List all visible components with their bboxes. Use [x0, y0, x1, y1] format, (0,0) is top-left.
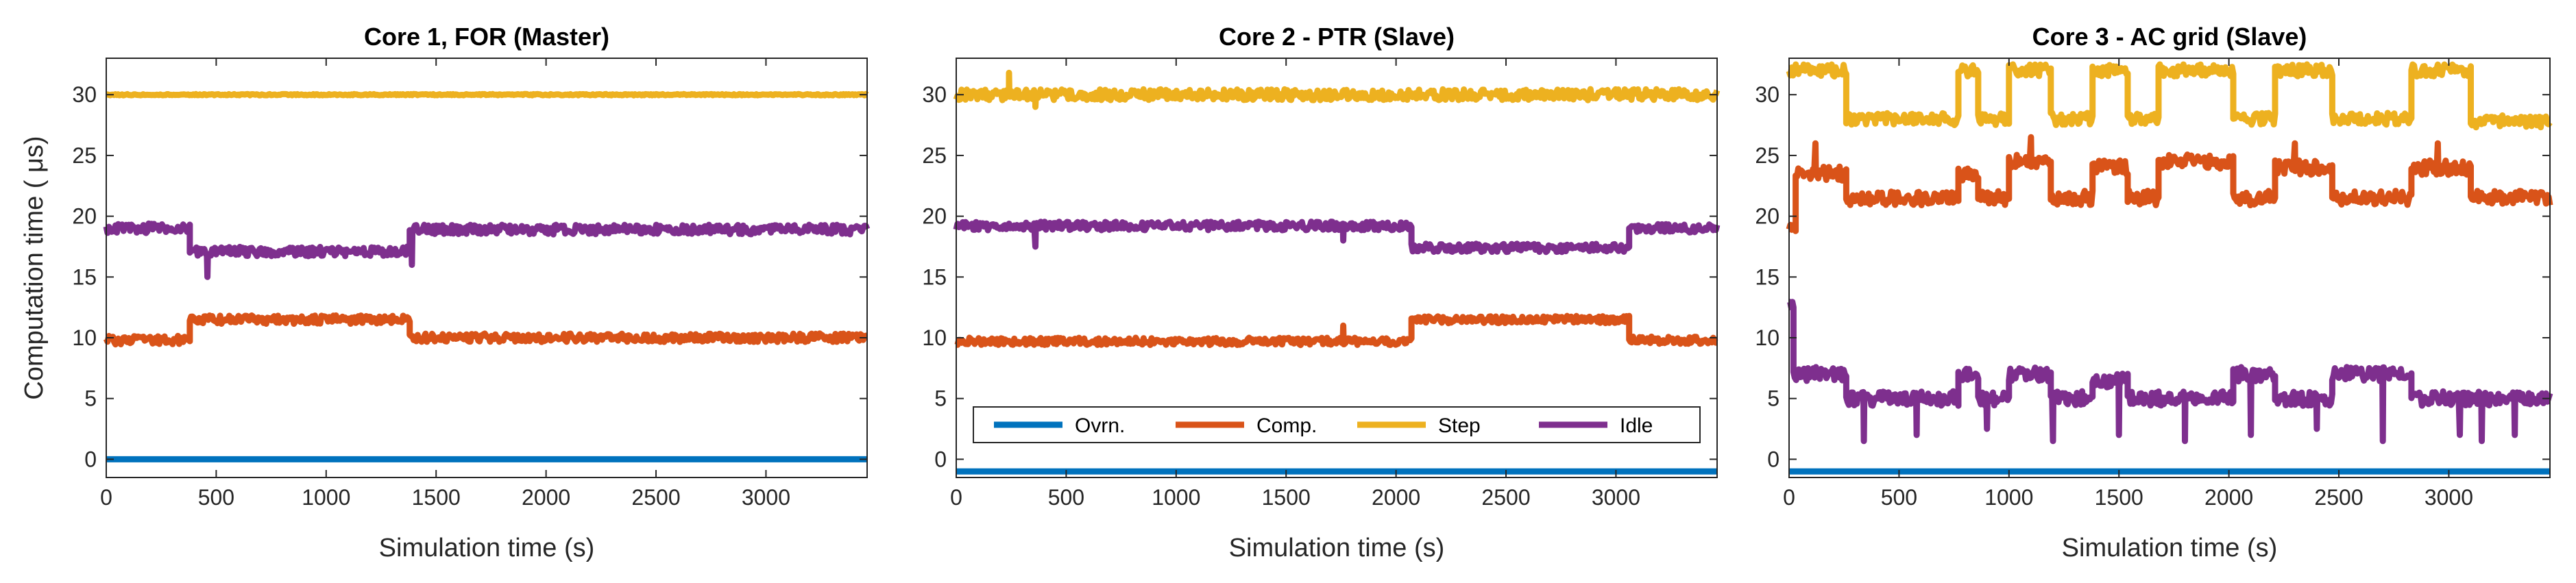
- p3-xtick-label-0: 0: [1783, 485, 1795, 510]
- p3-xtick-label-2000: 2000: [2204, 485, 2253, 510]
- panel-1-plot-area: [106, 58, 867, 477]
- p2-ytick-label-5: 5: [934, 386, 947, 411]
- panel-2-ticks: 0 500 1000 1500 2000 2500 3000 0 5 10 15 20 25 30: [922, 58, 1717, 510]
- p3-series-comp: [1786, 134, 2553, 234]
- p2-ytick-label-15: 15: [922, 264, 947, 289]
- panel-3-xlabel: Simulation time (s): [2062, 534, 2278, 562]
- p1-xtick-label-2500: 2500: [631, 485, 680, 510]
- panel-2-axes-box: [956, 58, 1718, 478]
- p3-xtick-label-1000: 1000: [1984, 485, 2033, 510]
- panel-core-2: Core 2 - PTR (Slave) Ovrn. Comp. Step Idle …: [922, 23, 1721, 562]
- panel-3-title: Core 3 - AC grid (Slave): [2032, 23, 2307, 51]
- panel-3-series: [1786, 61, 2553, 475]
- p2-ytick-label-10: 10: [922, 325, 947, 350]
- p2-xtick-label-2000: 2000: [1372, 485, 1420, 510]
- p1-xtick-label-2000: 2000: [522, 485, 570, 510]
- p2-series-step: [953, 69, 1721, 110]
- p2-xtick-label-1000: 1000: [1152, 485, 1200, 510]
- p1-series-comp: [103, 312, 869, 348]
- p1-xtick-label-0: 0: [100, 485, 112, 510]
- p1-ytick-label-30: 30: [72, 82, 97, 107]
- panel-1-title: Core 1, FOR (Master): [364, 23, 609, 51]
- p2-series-idle: [953, 219, 1721, 256]
- p2-legend-label-comp: Comp.: [1256, 414, 1317, 437]
- p3-ytick-label-30: 30: [1755, 82, 1779, 107]
- panel-1-series: [103, 90, 871, 462]
- p3-ytick-label-25: 25: [1755, 143, 1779, 168]
- p1-ytick-label-5: 5: [84, 386, 97, 411]
- panel-1-xlabel: Simulation time (s): [379, 534, 595, 562]
- panel-1-ylabel: Computation time ( μs): [20, 136, 49, 399]
- p2-xtick-label-3000: 3000: [1592, 485, 1640, 510]
- p1-series-idle: [103, 220, 871, 280]
- p1-series-step: [104, 90, 869, 99]
- panel-2-title: Core 2 - PTR (Slave): [1219, 23, 1455, 51]
- p2-ytick-label-20: 20: [922, 204, 947, 229]
- p3-ytick-label-15: 15: [1755, 264, 1779, 289]
- p2-xtick-label-2500: 2500: [1481, 485, 1530, 510]
- panel-3-ticks: 0 500 1000 1500 2000 2500 3000 0 5 10 15 20 25 30: [1755, 58, 2550, 510]
- p3-xtick-label-500: 500: [1881, 485, 1917, 510]
- p2-legend-label-idle: Idle: [1620, 414, 1653, 437]
- p3-xtick-label-2500: 2500: [2314, 485, 2363, 510]
- p3-series-idle: [1787, 299, 2553, 445]
- p3-ytick-label-5: 5: [1767, 386, 1779, 411]
- panel-core-1: Core 1, FOR (Master) 0 500 1000 1500 2000 250…: [20, 23, 871, 562]
- p1-ytick-label-15: 15: [72, 264, 97, 289]
- p1-xtick-label-3000: 3000: [742, 485, 790, 510]
- panel-1-ticks: 0 500 1000 1500 2000 2500 3000 0 5 10 15 20 25 30: [72, 58, 867, 510]
- p2-xtick-label-0: 0: [950, 485, 962, 510]
- p1-xtick-label-500: 500: [198, 485, 234, 510]
- p1-xtick-label-1500: 1500: [412, 485, 461, 510]
- p1-xtick-label-1000: 1000: [302, 485, 350, 510]
- p2-ytick-label-30: 30: [922, 82, 947, 107]
- panel-2-series: [953, 69, 1721, 475]
- p2-xtick-label-1500: 1500: [1262, 485, 1311, 510]
- panel-core-3: Core 3 - AC grid (Slave) 0 500 1000 1500 200…: [1755, 23, 2553, 562]
- p3-ytick-label-20: 20: [1755, 204, 1779, 229]
- p1-ytick-label-25: 25: [72, 143, 97, 168]
- p2-xtick-label-500: 500: [1048, 485, 1084, 510]
- panel-1-axes-box: [106, 58, 868, 478]
- p1-ytick-label-20: 20: [72, 204, 97, 229]
- p3-xtick-label-3000: 3000: [2425, 485, 2473, 510]
- p1-ytick-label-0: 0: [84, 447, 97, 471]
- p2-legend-label-ovrn: Ovrn.: [1075, 414, 1125, 437]
- p2-ytick-label-25: 25: [922, 143, 947, 168]
- p2-ytick-label-0: 0: [934, 447, 947, 471]
- p3-ytick-label-10: 10: [1755, 325, 1779, 350]
- p3-xtick-label-1500: 1500: [2095, 485, 2143, 510]
- p2-legend-label-step: Step: [1438, 414, 1481, 437]
- p1-ytick-label-10: 10: [72, 325, 97, 350]
- p3-ytick-label-0: 0: [1767, 447, 1779, 471]
- p3-series-step: [1786, 61, 2553, 131]
- panel-3-axes-box: [1788, 58, 2551, 478]
- panel-2-legend: Ovrn. Comp. Step Idle: [973, 406, 1701, 443]
- panel-2-xlabel: Simulation time (s): [1229, 534, 1445, 562]
- p2-series-comp: [954, 312, 1719, 349]
